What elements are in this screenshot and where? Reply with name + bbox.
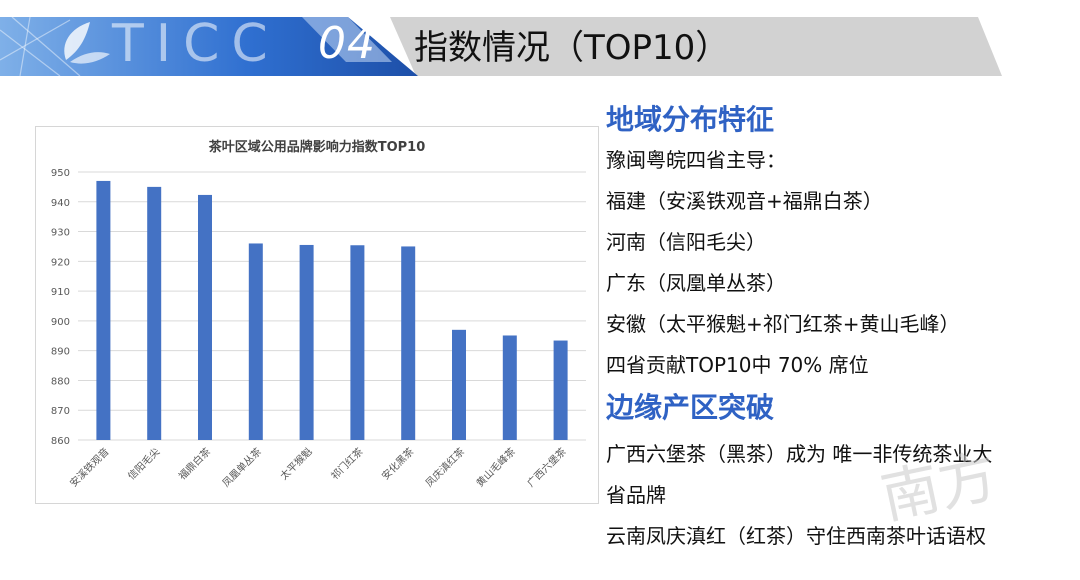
text-line: 河南（信阳毛尖） — [606, 230, 766, 254]
bar-10 — [553, 340, 568, 440]
bar-chart: 茶叶区域公用品牌影响力指数TOP10 950 940 930 920 910 900 890… — [51, 139, 586, 490]
heading-edge-breakthrough: 边缘产区突破 — [606, 391, 775, 424]
text-line: 福建（安溪铁观音+福鼎白茶） — [606, 189, 883, 213]
chart-title: 茶叶区域公用品牌影响力指数TOP10 — [209, 139, 426, 155]
y-tick-label: 900 — [51, 317, 70, 328]
bar-1 — [96, 180, 111, 440]
bar-chart-panel: 茶叶区域公用品牌影响力指数TOP10 950 940 930 920 910 900 890… — [35, 126, 599, 504]
x-tick-label: 太平猴魁 — [277, 445, 314, 482]
edge-breakthrough-list: 广西六堡茶（黑茶）成为 唯一非传统茶业大 省品牌 云南凤庆滇红（红茶）守住西南茶… — [606, 434, 1076, 557]
text-line: 四省贡献TOP10中 70% 席位 — [606, 353, 869, 377]
bar-3 — [198, 194, 212, 440]
x-tick-label: 凤凰单丛茶 — [219, 445, 264, 490]
y-tick-label: 950 — [51, 168, 70, 179]
banner-blue-band — [0, 17, 418, 76]
banner-line-pattern — [0, 16, 81, 77]
y-tick-label: 940 — [51, 198, 70, 209]
y-tick-label: 890 — [51, 347, 70, 358]
text-line: 云南凤庆滇红（红茶）守住西南茶叶话语权 — [606, 524, 986, 548]
bar-8 — [452, 329, 466, 440]
page-title: 指数情况（TOP10） — [414, 28, 730, 68]
bar-6 — [350, 245, 365, 440]
bar-9 — [502, 335, 517, 440]
x-tick-label: 凤庆滇红茶 — [423, 445, 468, 490]
text-line: 广西六堡茶（黑茶）成为 唯一非传统茶业大 — [606, 442, 993, 466]
bar-7 — [401, 246, 416, 440]
text-line: 广东（凤凰单丛茶） — [606, 271, 786, 295]
banner-grey-band — [390, 17, 1002, 76]
y-tick-label: 910 — [51, 287, 70, 298]
section-banner: TICC 04 指数情况（TOP10） — [0, 0, 1080, 82]
x-tick-label: 安化黑茶 — [379, 445, 416, 482]
text-line: 豫闽粤皖四省主导： — [606, 148, 786, 172]
x-tick-label: 祁门红茶 — [328, 445, 365, 482]
logo-leaf-icon — [64, 22, 110, 64]
y-tick-label: 930 — [51, 228, 70, 239]
x-tick-label: 广西六堡茶 — [524, 445, 569, 490]
bar-2 — [147, 186, 162, 440]
analysis-panel: 地域分布特征 豫闽粤皖四省主导： 福建（安溪铁观音+福鼎白茶） 河南（信阳毛尖）… — [606, 100, 1076, 557]
heading-regional-distribution: 地域分布特征 — [606, 103, 775, 136]
y-tick-label: 920 — [51, 257, 70, 268]
y-tick-label: 880 — [51, 376, 70, 387]
bar-4 — [248, 243, 263, 440]
y-tick-label: 860 — [51, 436, 70, 447]
banner-light-stripe — [302, 17, 392, 62]
banner-graphic — [0, 16, 1002, 77]
text-line: 安徽（太平猴魁+祁门红茶+黄山毛峰） — [606, 312, 960, 336]
regional-distribution-list: 豫闽粤皖四省主导： 福建（安溪铁观音+福鼎白茶） 河南（信阳毛尖） 广东（凤凰单… — [606, 140, 1076, 386]
section-number: 04 — [318, 18, 376, 69]
banner-logo-text: TICC — [112, 14, 280, 74]
bar-5 — [299, 244, 314, 440]
x-tick-label: 福鼎白茶 — [176, 445, 213, 482]
x-tick-label: 信阳毛尖 — [125, 445, 162, 482]
x-tick-label: 黄山毛峰茶 — [473, 445, 518, 490]
text-line: 省品牌 — [606, 483, 666, 507]
y-tick-label: 870 — [51, 406, 70, 417]
x-tick-label: 安溪铁观音 — [67, 445, 112, 490]
